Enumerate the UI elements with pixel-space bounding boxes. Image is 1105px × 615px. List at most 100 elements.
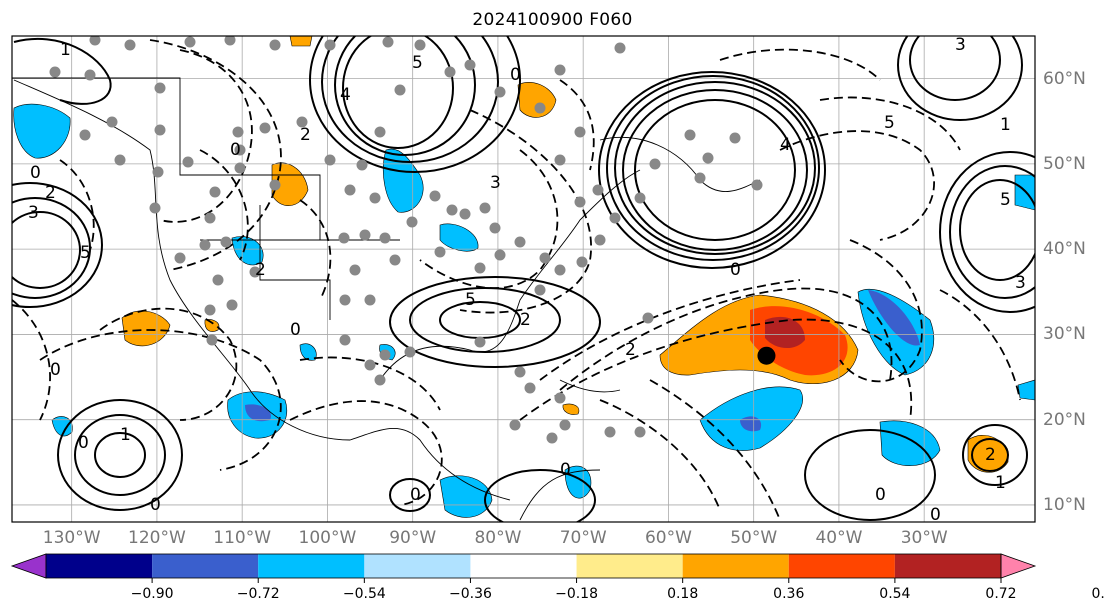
svg-text:0: 0 xyxy=(78,433,89,453)
svg-text:0: 0 xyxy=(150,495,161,515)
svg-text:3: 3 xyxy=(955,35,966,55)
longitude-label: 120°W xyxy=(128,528,186,548)
station-dot xyxy=(574,196,586,208)
station-dot xyxy=(249,266,261,278)
latitude-label: 30°N xyxy=(1043,324,1086,345)
station-dot xyxy=(514,236,526,248)
svg-text:4: 4 xyxy=(780,135,791,155)
station-dot xyxy=(389,254,401,266)
station-dot xyxy=(494,249,506,261)
svg-text:2: 2 xyxy=(985,445,996,465)
station-dot xyxy=(394,84,406,96)
strong-negative-fill xyxy=(245,290,920,432)
svg-text:5: 5 xyxy=(1000,190,1011,210)
longitude-label: 110°W xyxy=(213,528,272,548)
svg-text:1: 1 xyxy=(60,40,71,60)
station-dot xyxy=(429,190,441,202)
station-dot xyxy=(559,419,571,431)
station-dot xyxy=(124,39,136,51)
longitude-label: 90°W xyxy=(389,528,437,548)
contour-labels: 5 4 2 3 4 5 5 3 2 0 5 3 2 5 1 0 0 2 1 0 … xyxy=(28,35,1026,525)
station-dot xyxy=(694,172,706,184)
colorbar-tick-label: 0.18 xyxy=(667,586,699,602)
station-dot xyxy=(234,144,246,156)
station-dot xyxy=(474,336,486,348)
map-content: 5 4 2 3 4 5 5 3 2 0 5 3 2 5 1 0 0 2 1 0 … xyxy=(12,35,1035,525)
station-dot xyxy=(464,59,476,71)
colorbar-segment xyxy=(364,554,471,578)
colorbar-segment xyxy=(152,554,259,578)
station-dot xyxy=(534,102,546,114)
station-dot xyxy=(49,66,61,78)
svg-text:1: 1 xyxy=(995,473,1006,493)
station-dot xyxy=(634,192,646,204)
station-dot xyxy=(84,69,96,81)
station-dot xyxy=(489,222,501,234)
longitude-label: 50°W xyxy=(730,528,778,548)
station-dot xyxy=(226,299,238,311)
colorbar-tick-label: 0.72 xyxy=(985,586,1017,602)
station-dot xyxy=(574,126,586,138)
colorbar-tick-label: 0.90 xyxy=(1091,586,1105,602)
colorbar-segment xyxy=(258,554,365,578)
station-dot xyxy=(149,202,161,214)
svg-text:0: 0 xyxy=(230,140,241,160)
station-dot xyxy=(204,212,216,224)
colorbar-segment xyxy=(470,554,577,578)
station-dot xyxy=(174,252,186,264)
colorbar-tick-label: −0.72 xyxy=(236,586,280,602)
longitude-label: 130°W xyxy=(42,528,101,548)
station-dot xyxy=(592,184,604,196)
station-dot xyxy=(379,349,391,361)
colorbar-extend-low xyxy=(10,553,47,579)
station-dot xyxy=(106,116,118,128)
station-dot xyxy=(369,192,381,204)
colorbar-extend-high xyxy=(1000,553,1037,579)
station-dot xyxy=(374,374,386,386)
station-dot xyxy=(374,126,386,138)
station-dot xyxy=(184,36,196,48)
svg-text:5: 5 xyxy=(884,113,895,133)
svg-text:1: 1 xyxy=(1000,115,1011,135)
station-dot xyxy=(232,126,244,138)
station-dot xyxy=(269,39,281,51)
colorbar-segment xyxy=(576,554,683,578)
svg-text:0: 0 xyxy=(875,485,886,505)
station-dot xyxy=(182,156,194,168)
solid-contours xyxy=(12,36,1035,522)
station-dot xyxy=(642,312,654,324)
dashed-contours xyxy=(12,39,1021,521)
colorbar-segment xyxy=(788,554,895,578)
station-dot xyxy=(576,256,588,268)
svg-text:4: 4 xyxy=(340,85,351,105)
station-dot xyxy=(434,246,446,258)
station-dot xyxy=(554,64,566,76)
station-dot xyxy=(296,116,308,128)
svg-text:1: 1 xyxy=(120,425,131,445)
station-dot xyxy=(684,129,696,141)
map-title: 2024100900 F060 xyxy=(472,10,633,30)
station-dot xyxy=(204,304,216,316)
station-dot xyxy=(751,179,763,191)
station-dot xyxy=(364,294,376,306)
station-dot xyxy=(474,262,486,274)
longitude-label: 40°W xyxy=(815,528,863,548)
station-dot xyxy=(614,42,626,54)
station-dot xyxy=(206,334,218,346)
station-dot xyxy=(444,66,456,78)
svg-text:3: 3 xyxy=(1015,273,1026,293)
longitude-label: 60°W xyxy=(644,528,692,548)
svg-text:3: 3 xyxy=(490,173,501,193)
longitude-label: 100°W xyxy=(298,528,357,548)
station-dot xyxy=(269,179,281,191)
station-dot xyxy=(224,36,236,46)
svg-text:0: 0 xyxy=(730,260,741,280)
colorbar-tick-label: −0.90 xyxy=(130,586,174,602)
svg-text:0: 0 xyxy=(930,505,941,525)
station-dot xyxy=(479,202,491,214)
svg-text:0: 0 xyxy=(560,460,571,480)
station-dot xyxy=(259,122,271,134)
station-dot xyxy=(209,186,221,198)
station-dot xyxy=(154,124,166,136)
station-dot xyxy=(339,334,351,346)
